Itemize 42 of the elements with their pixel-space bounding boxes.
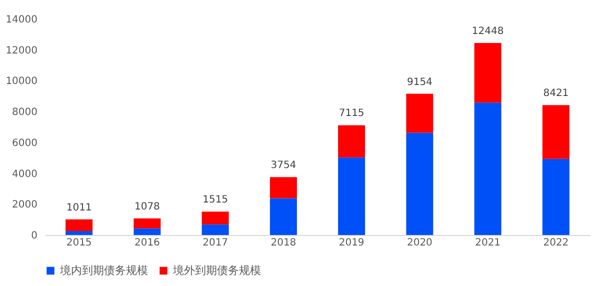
x-tick-label: 2022 <box>543 238 569 248</box>
bar <box>66 230 93 235</box>
total-label: 7115 <box>338 108 364 120</box>
bar <box>134 228 161 235</box>
total-label: 1078 <box>134 201 160 212</box>
bar <box>542 105 570 159</box>
y-tick-label: 0 <box>31 230 38 242</box>
x-tick-label: 2018 <box>270 238 296 248</box>
x-tick-label: 2020 <box>406 238 432 248</box>
bar <box>542 158 570 235</box>
x-tick-label: 2015 <box>66 238 92 248</box>
bar <box>474 102 502 235</box>
bar <box>202 224 229 235</box>
y-tick-label: 4000 <box>12 168 38 180</box>
y-tick-label: 2000 <box>12 200 38 211</box>
bar <box>474 42 502 103</box>
bar <box>202 212 229 224</box>
x-tick-label: 2019 <box>338 238 364 248</box>
x-tick-label: 2021 <box>475 238 501 248</box>
total-label: 3754 <box>270 160 296 172</box>
bar <box>66 219 93 231</box>
legend-label: 境外到期债务规模 <box>172 264 261 277</box>
legend-label: 境内到期债务规模 <box>59 264 148 277</box>
total-label: 9154 <box>406 76 432 88</box>
y-tick-label: 6000 <box>12 138 38 149</box>
total-label: 1515 <box>202 194 228 206</box>
total-label: 8421 <box>543 88 569 100</box>
bar <box>270 198 297 235</box>
bar <box>338 157 366 235</box>
total-label: 1011 <box>66 202 92 214</box>
x-tick-label: 2016 <box>134 238 160 248</box>
bar <box>134 218 161 228</box>
y-tick-label: 14000 <box>6 14 38 26</box>
x-tick-label: 2017 <box>202 238 228 248</box>
bar <box>270 177 297 198</box>
y-tick-label: 12000 <box>6 45 38 56</box>
bar <box>406 94 434 133</box>
y-tick-label: 8000 <box>12 107 38 118</box>
bar <box>338 125 366 158</box>
y-tick-label: 10000 <box>6 76 38 88</box>
total-label: 12448 <box>472 26 504 37</box>
bar <box>406 132 434 235</box>
